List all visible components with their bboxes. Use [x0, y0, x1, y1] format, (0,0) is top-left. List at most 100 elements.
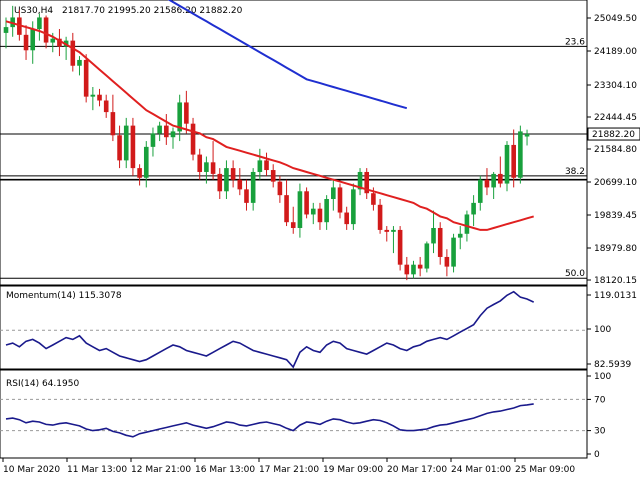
candle[interactable]: [297, 183, 303, 238]
price-panel[interactable]: [0, 0, 588, 286]
candle[interactable]: [417, 256, 423, 277]
candle[interactable]: [83, 54, 89, 103]
candle[interactable]: [43, 15, 49, 49]
candle[interactable]: [117, 125, 122, 169]
candle[interactable]: [437, 222, 443, 265]
candle[interactable]: [157, 121, 162, 142]
candle[interactable]: [477, 175, 483, 211]
candle[interactable]: [290, 206, 296, 234]
candle[interactable]: [324, 195, 329, 230]
candle-body: [204, 162, 209, 172]
candle[interactable]: [304, 187, 309, 219]
candle[interactable]: [217, 168, 223, 200]
candle[interactable]: [90, 86, 96, 111]
candle[interactable]: [184, 90, 189, 134]
candle-body: [250, 171, 256, 203]
time-tick-label: 24 Mar 01:00: [451, 465, 511, 475]
candle[interactable]: [150, 127, 156, 157]
candle[interactable]: [377, 199, 383, 234]
candle[interactable]: [190, 117, 196, 161]
candle[interactable]: [424, 241, 430, 273]
candle-body: [524, 134, 530, 137]
candle[interactable]: [237, 168, 243, 196]
candle[interactable]: [524, 129, 530, 146]
candle[interactable]: [110, 94, 116, 142]
candle[interactable]: [70, 32, 76, 72]
rsi-panel[interactable]: [0, 369, 588, 459]
candle[interactable]: [137, 164, 142, 186]
candle[interactable]: [504, 141, 510, 192]
candle[interactable]: [57, 29, 62, 57]
candle-body: [157, 125, 162, 134]
candle[interactable]: [457, 226, 463, 250]
candle-body: [257, 160, 263, 172]
candle[interactable]: [351, 183, 356, 230]
candle[interactable]: [331, 179, 336, 211]
candle-body: [190, 123, 196, 155]
candle[interactable]: [511, 129, 516, 188]
candle[interactable]: [264, 152, 269, 176]
candle[interactable]: [37, 13, 42, 41]
candle[interactable]: [130, 117, 136, 176]
candle[interactable]: [451, 233, 456, 273]
candle[interactable]: [177, 94, 182, 142]
candle-body: [297, 191, 303, 228]
momentum-tick-label: 100: [594, 325, 611, 335]
candle[interactable]: [164, 114, 169, 145]
candle-body: [123, 125, 129, 161]
candle-body: [284, 195, 289, 223]
momentum-title: Momentum(14) 115.3078: [6, 291, 122, 301]
candle-body: [130, 125, 136, 169]
candle[interactable]: [431, 210, 436, 254]
candle[interactable]: [77, 56, 82, 76]
candle[interactable]: [277, 175, 283, 203]
price-tick-label: 19839.45: [594, 211, 637, 221]
candle[interactable]: [391, 226, 396, 254]
candle[interactable]: [210, 141, 216, 180]
candle-body: [504, 144, 510, 184]
candle[interactable]: [397, 226, 403, 271]
candle[interactable]: [498, 156, 503, 188]
momentum-tick-label: 119.0131: [594, 291, 637, 301]
candle[interactable]: [97, 88, 102, 107]
candle[interactable]: [484, 168, 490, 196]
candle[interactable]: [471, 195, 476, 227]
candle[interactable]: [444, 249, 450, 277]
candle[interactable]: [357, 168, 363, 196]
candle[interactable]: [404, 256, 410, 281]
candle[interactable]: [123, 117, 129, 169]
candle[interactable]: [384, 226, 390, 242]
candle-body: [331, 187, 336, 200]
candle-body: [70, 40, 76, 66]
momentum-panel[interactable]: [0, 285, 588, 370]
candle[interactable]: [411, 260, 416, 279]
candle[interactable]: [250, 168, 256, 211]
candle-body: [90, 94, 96, 97]
candle[interactable]: [337, 183, 343, 219]
candle[interactable]: [518, 125, 523, 184]
candle[interactable]: [491, 171, 496, 200]
candle[interactable]: [170, 127, 176, 149]
candle[interactable]: [3, 17, 9, 49]
candle[interactable]: [270, 164, 276, 188]
candle[interactable]: [317, 202, 323, 230]
candle[interactable]: [344, 206, 349, 230]
candle[interactable]: [103, 94, 109, 118]
time-tick-label: 19 Mar 09:00: [323, 465, 383, 475]
momentum-line: [5, 290, 535, 369]
candle[interactable]: [224, 160, 229, 200]
candle-body: [511, 144, 516, 178]
candle[interactable]: [230, 160, 236, 188]
candle[interactable]: [310, 202, 316, 225]
candle-body: [110, 112, 116, 136]
rsi-line: [5, 403, 534, 438]
candle-body: [397, 229, 403, 265]
candle[interactable]: [257, 148, 263, 180]
candle[interactable]: [23, 25, 29, 60]
candle[interactable]: [143, 141, 149, 188]
candle[interactable]: [364, 168, 370, 200]
candle[interactable]: [197, 148, 203, 180]
candle[interactable]: [204, 156, 209, 184]
candle[interactable]: [244, 179, 249, 211]
candle[interactable]: [284, 179, 289, 227]
